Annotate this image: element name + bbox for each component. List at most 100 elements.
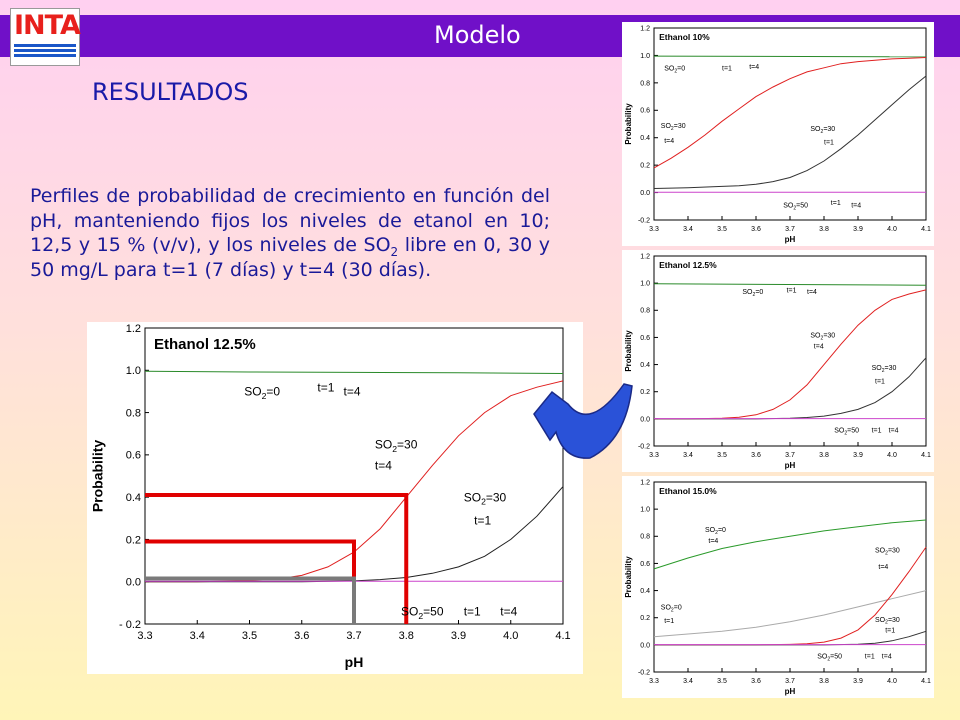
chart-title: Ethanol 10% xyxy=(659,32,710,42)
main-chart: - 0.2 0.0 0.2 0.4 0.6 0.8 1.0 1.2 3.3 3.4 3.5 3.6 3.… xyxy=(87,322,583,674)
annotation-part: 2 xyxy=(671,126,674,132)
curve-annotation: t=1 xyxy=(885,628,895,635)
y-tick-label: 0.4 xyxy=(640,588,650,595)
x-tick-label: 3.5 xyxy=(717,678,727,685)
annotation-part: t=4 xyxy=(344,385,361,399)
curve-annotation: SO2=30 xyxy=(464,490,507,506)
annotation-part: 2 xyxy=(262,391,267,401)
annotation-part: =0 xyxy=(674,605,682,612)
annotation-part: SO xyxy=(464,490,481,504)
annotation-part: SO xyxy=(810,126,821,133)
annotation-part: t=4 xyxy=(500,605,517,619)
annotation-part: SO xyxy=(375,438,392,452)
annotation-part: t=1 xyxy=(885,628,895,635)
x-tick-label: 3.6 xyxy=(751,678,761,685)
x-axis-label: pH xyxy=(785,687,796,696)
y-tick-label: 1.0 xyxy=(640,53,650,60)
curve-annotation: SO2=0 xyxy=(244,385,280,401)
x-tick-label: 3.9 xyxy=(853,678,863,685)
annotation-part: t=1 xyxy=(872,427,882,434)
curve-annotation: SO2=50 xyxy=(817,653,842,662)
x-tick-label: 3.9 xyxy=(853,226,863,233)
curve-annotation: t=1 xyxy=(722,66,732,73)
guide-line-2 xyxy=(145,576,356,624)
x-axis-label: pH xyxy=(785,461,796,470)
y-tick-label: 0.2 xyxy=(640,615,650,622)
annotation-part: 2 xyxy=(885,620,888,626)
y-tick-label: 0.6 xyxy=(640,108,650,115)
annotation-part: 2 xyxy=(844,430,847,436)
y-axis-label: Probability xyxy=(89,440,105,513)
curve-annotation: t=4 xyxy=(749,64,759,71)
chart-title: Ethanol 12.5% xyxy=(154,336,256,353)
chart-svg: - 0.2 0.0 0.2 0.4 0.6 0.8 1.0 1.2 3.3 3.4 3.5 3.6 3.… xyxy=(89,323,570,670)
plot-frame xyxy=(653,255,927,447)
y-tick-label: 0.8 xyxy=(126,407,141,419)
x-tick-label: 3.4 xyxy=(683,226,693,233)
x-tick-label: 3.6 xyxy=(751,226,761,233)
y-tick-label: -0.2 xyxy=(638,443,650,450)
y-axis-label: Probability xyxy=(624,330,633,372)
curve-annotation: SO2=50 xyxy=(834,427,859,436)
annotation-part: t=4 xyxy=(664,138,674,145)
annotation-part: SO xyxy=(834,427,845,434)
series-line-0 xyxy=(653,55,927,58)
annotation-part: 2 xyxy=(821,335,824,341)
x-tick-label: 3.5 xyxy=(242,630,257,642)
curve-annotation: t=4 xyxy=(500,605,517,619)
x-tick-label: 3.9 xyxy=(853,452,863,459)
series-line-1 xyxy=(654,289,927,420)
annotation-part: =30 xyxy=(885,365,897,372)
annotation-part: =30 xyxy=(674,123,686,130)
series-line-2 xyxy=(653,75,927,189)
curve-annotation: SO2=50 xyxy=(401,605,444,621)
curve-annotation: t=4 xyxy=(878,564,888,571)
annotation-part: =0 xyxy=(266,385,280,399)
curve-annotation: t=4 xyxy=(882,653,892,660)
annotation-part: SO xyxy=(875,617,886,624)
y-tick-label: 0.0 xyxy=(640,416,650,423)
chart-ethanol-10: -0.2 0.0 0.2 0.4 0.6 0.8 1.0 1.2 3.3 3.4 3.5 3.6 3.7… xyxy=(622,22,934,246)
annotation-part: 2 xyxy=(753,292,756,298)
annotation-part: t=1 xyxy=(875,379,885,386)
x-tick-label: 3.3 xyxy=(649,678,659,685)
x-tick-label: 4.1 xyxy=(921,226,931,233)
y-tick-label: 1.2 xyxy=(640,253,650,260)
curve-annotation: t=1 xyxy=(865,653,875,660)
annotation-part: =30 xyxy=(888,548,900,555)
y-tick-label: 0.0 xyxy=(640,642,650,649)
series-line-1 xyxy=(653,57,927,169)
annotation-part: SO xyxy=(661,605,672,612)
x-tick-label: 4.0 xyxy=(887,452,897,459)
annotation-part: =0 xyxy=(718,527,726,534)
y-tick-label: 0.8 xyxy=(640,308,650,315)
y-tick-label: -0.2 xyxy=(638,669,650,676)
annotation-part: SO xyxy=(810,332,821,339)
annotation-part: =0 xyxy=(755,289,763,296)
section-heading: RESULTADOS xyxy=(92,78,249,106)
y-tick-label: -0.2 xyxy=(638,217,650,224)
annotation-part: SO xyxy=(244,385,261,399)
annotation-part: 2 xyxy=(793,206,796,212)
curve-annotation: SO2=30 xyxy=(661,123,686,132)
curve-annotation: SO2=30 xyxy=(810,332,835,341)
logo-stripes xyxy=(14,44,76,62)
curved-arrow-icon xyxy=(533,383,633,459)
x-tick-label: 3.3 xyxy=(649,226,659,233)
x-tick-label: 3.6 xyxy=(294,630,309,642)
annotation-part: =30 xyxy=(486,490,507,504)
y-tick-label: 1.2 xyxy=(126,323,141,335)
x-tick-label: 3.4 xyxy=(683,452,693,459)
annotation-part: 2 xyxy=(882,368,885,374)
annotation-part: t=4 xyxy=(708,538,718,545)
y-tick-label: 0.2 xyxy=(126,534,141,546)
x-tick-label: 3.3 xyxy=(137,630,152,642)
y-tick-label: 0.0 xyxy=(640,190,650,197)
annotation-part: SO xyxy=(872,365,883,372)
page-title: Modelo xyxy=(434,21,521,49)
chart-svg: -0.2 0.0 0.2 0.4 0.6 0.8 1.0 1.2 3.3 3.4 3.5 3.6 3.7… xyxy=(624,479,931,696)
description-subscript: 2 xyxy=(390,244,399,259)
annotation-part: t=1 xyxy=(787,288,797,295)
annotation-part: 2 xyxy=(392,444,397,454)
curve-annotation: t=1 xyxy=(664,618,674,625)
